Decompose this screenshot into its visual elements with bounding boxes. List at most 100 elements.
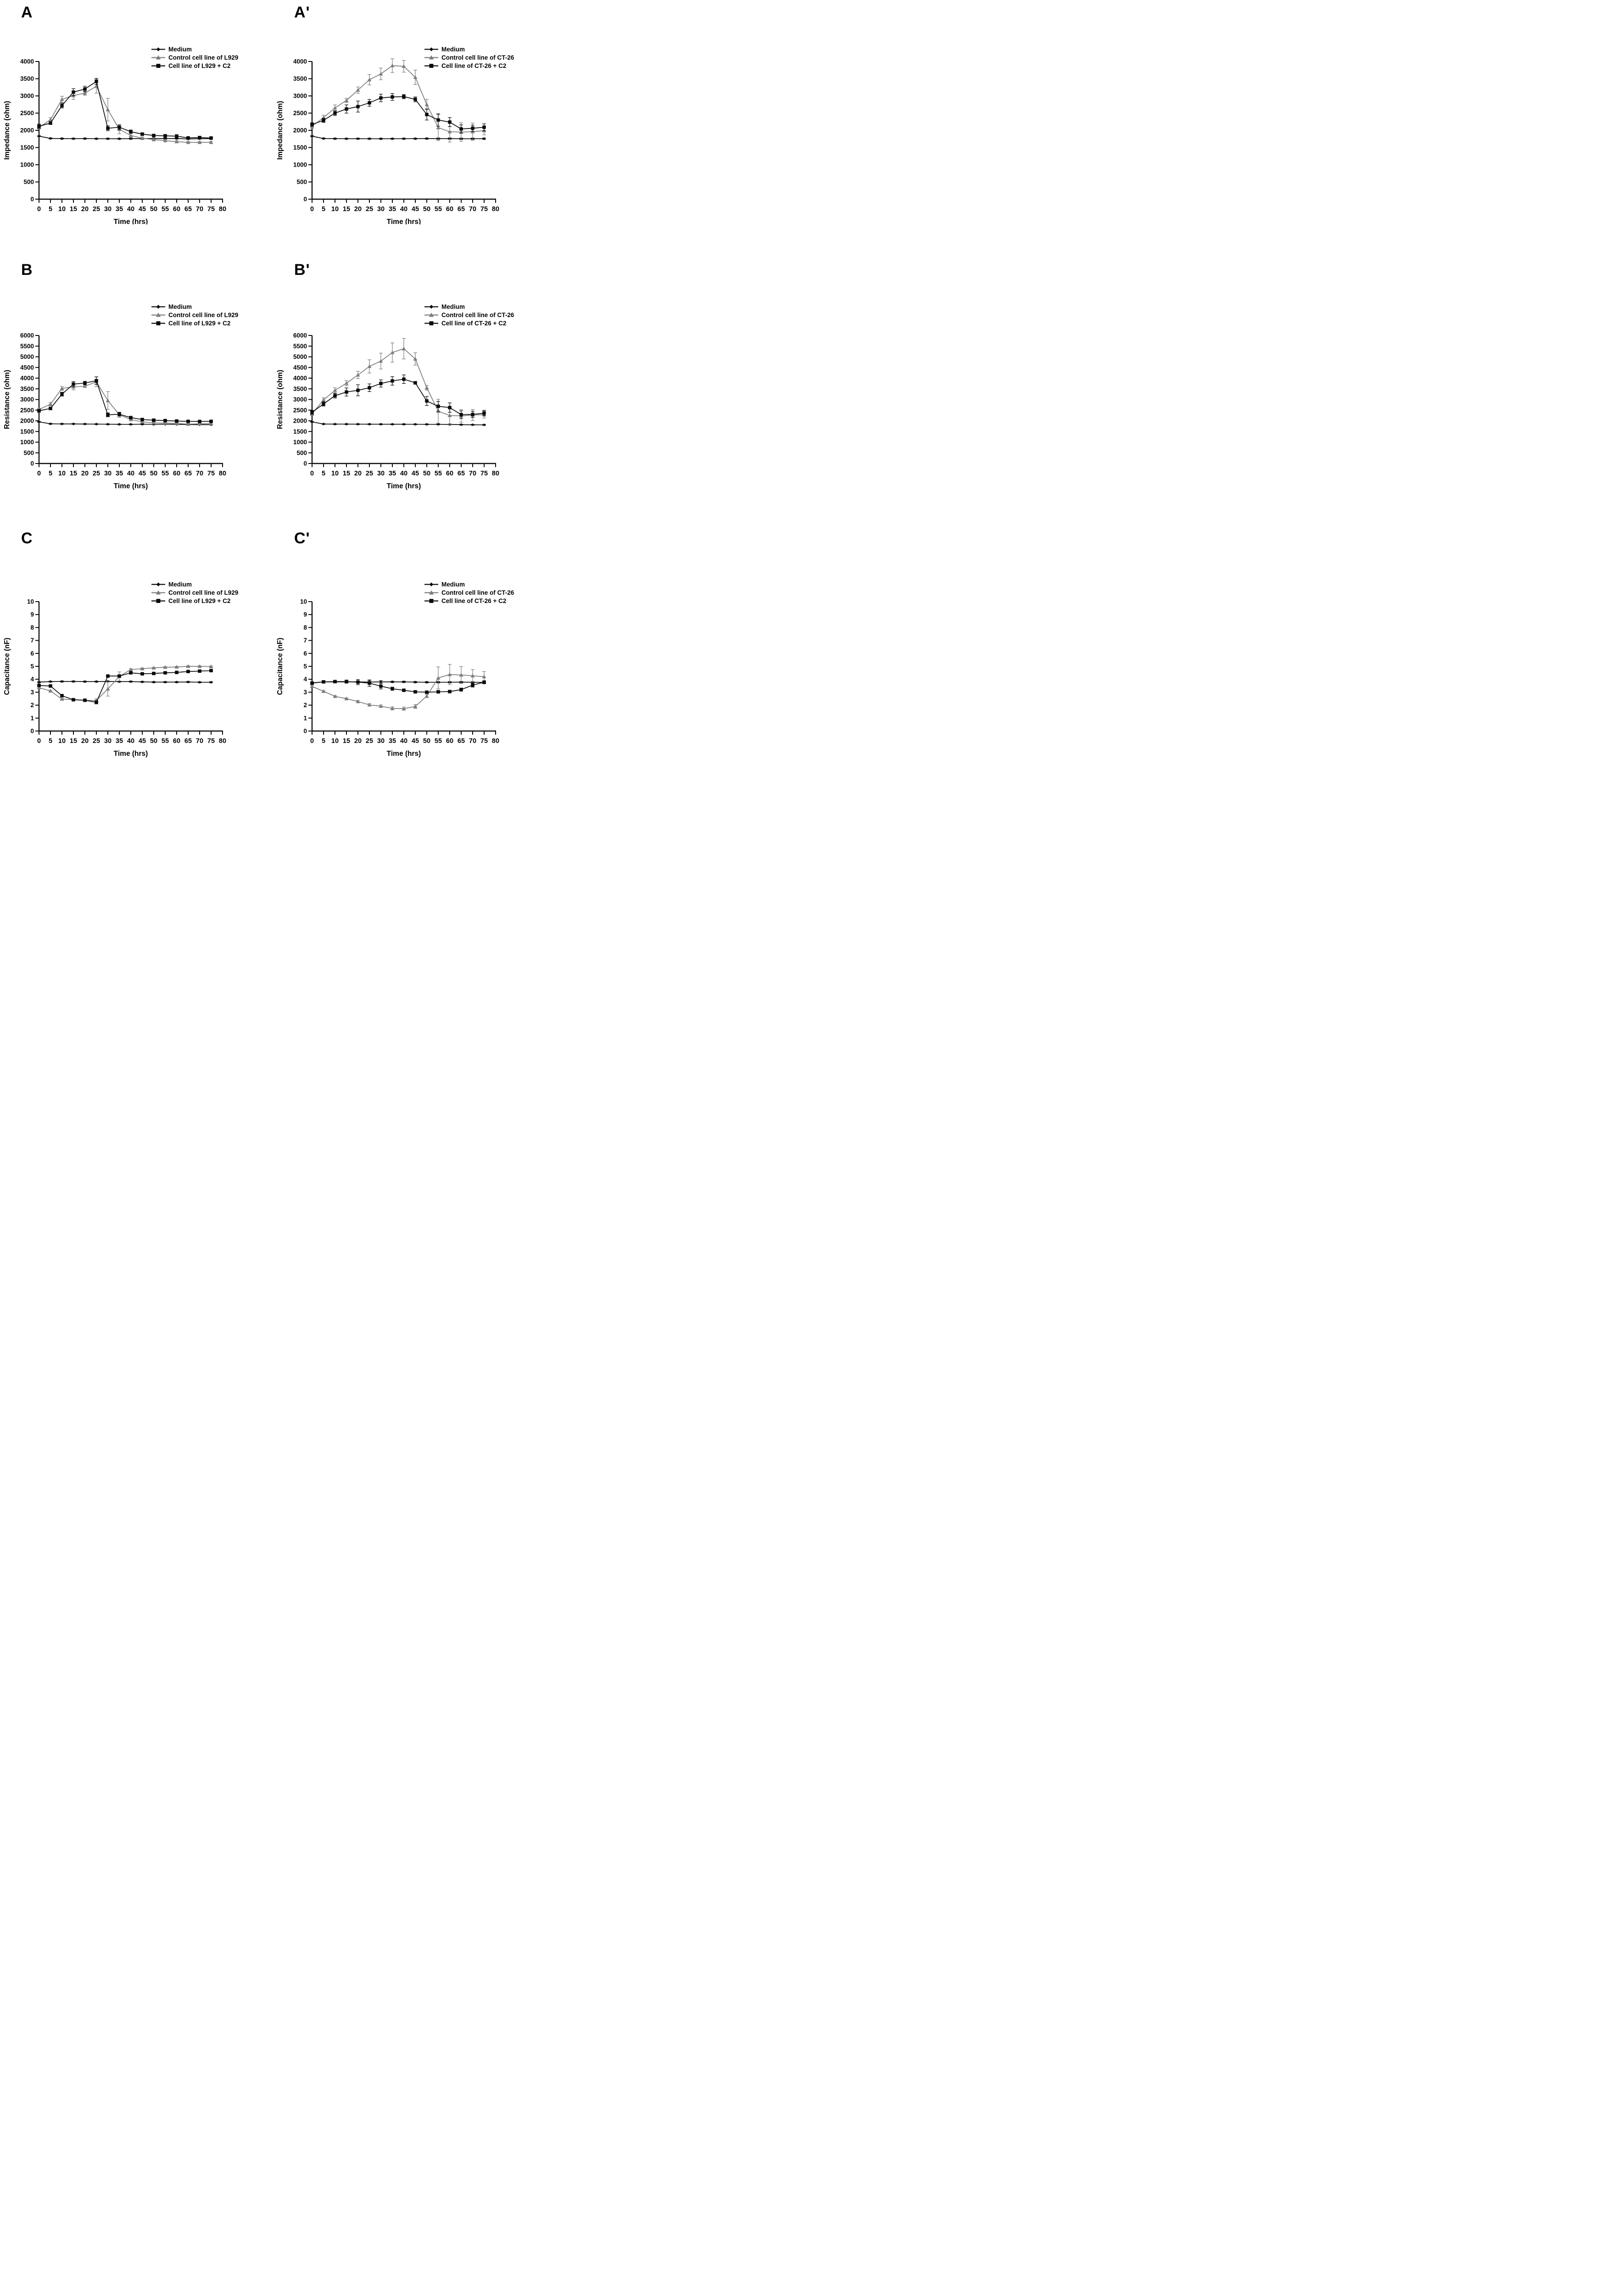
x-tick-label: 30 (377, 737, 385, 745)
square-legend-icon (151, 598, 165, 603)
diamond-marker (429, 47, 434, 51)
square-marker (436, 690, 440, 694)
x-tick-label: 40 (127, 470, 134, 477)
diamond-marker (140, 680, 144, 684)
y-tick-label: 10 (27, 598, 34, 605)
square-marker (129, 671, 133, 675)
x-tick-label: 35 (116, 470, 123, 477)
x-tick-label: 75 (207, 737, 215, 745)
square-marker (209, 136, 213, 140)
x-tick-label: 25 (93, 470, 100, 477)
x-tick-label: 50 (150, 206, 157, 213)
square-legend-icon (151, 63, 165, 68)
square-marker (152, 418, 156, 422)
square-marker (356, 680, 360, 684)
square-marker (117, 674, 121, 678)
y-tick-label: 2 (303, 702, 307, 709)
triangle-marker (140, 136, 145, 140)
x-tick-label: 75 (480, 470, 488, 477)
legend-label: Control cell line of L929 (168, 589, 239, 596)
x-tick-label: 15 (343, 737, 350, 745)
diamond-marker (60, 680, 64, 683)
x-tick-label: 75 (207, 470, 215, 477)
panel-label-A: A (21, 4, 33, 21)
triangle-marker (156, 55, 161, 60)
x-tick-label: 40 (400, 737, 407, 745)
square-marker (95, 700, 98, 704)
series-square (37, 669, 213, 704)
x-tick-label: 5 (322, 737, 325, 745)
legend-label: Cell line of L929 + C2 (168, 597, 231, 604)
y-tick-label: 0 (30, 460, 34, 467)
square-marker (482, 411, 486, 415)
x-tick-label: 70 (196, 470, 203, 477)
triangle-legend-icon (424, 55, 438, 60)
triangle-marker (356, 699, 360, 704)
square-marker (333, 394, 337, 397)
square-marker (198, 136, 201, 140)
diamond-marker (429, 304, 434, 309)
y-axis-title: Impedance (ohm) (276, 101, 284, 160)
square-marker (379, 684, 383, 688)
diamond-marker (356, 137, 360, 140)
square-marker (117, 125, 121, 129)
square-marker (448, 690, 452, 693)
square-marker (198, 419, 201, 424)
diamond-marker (425, 137, 429, 140)
diamond-legend-icon (424, 304, 438, 309)
x-tick-label: 60 (173, 737, 180, 745)
legend-item: Control cell line of L929 (151, 588, 238, 597)
x-tick-label: 65 (184, 470, 192, 477)
x-tick-label: 35 (389, 206, 396, 213)
panel-label-C: C (21, 530, 33, 547)
y-tick-label: 500 (23, 449, 34, 456)
x-tick-label: 10 (58, 470, 66, 477)
diamond-legend-icon (424, 582, 438, 586)
diamond-marker (402, 423, 406, 426)
square-marker (163, 671, 167, 675)
square-marker (140, 672, 144, 676)
series-triangle (37, 376, 213, 426)
series-line (312, 681, 485, 683)
y-tick-label: 2500 (293, 110, 307, 117)
legend-item: Cell line of CT-26 + C2 (424, 319, 514, 327)
x-tick-label: 10 (58, 737, 66, 745)
square-marker (402, 688, 406, 692)
legend-label: Control cell line of L929 (168, 54, 239, 61)
x-tick-label: 0 (310, 470, 314, 477)
square-marker (322, 118, 325, 122)
legend-item: Cell line of CT-26 + C2 (424, 61, 514, 70)
diamond-marker (413, 137, 417, 140)
square-marker (156, 321, 161, 325)
triangle-marker (60, 97, 64, 101)
square-marker (368, 386, 371, 390)
y-tick-label: 1500 (20, 144, 34, 151)
diamond-marker (95, 680, 98, 683)
square-marker (186, 670, 190, 673)
line-chart-B: 0500100015002000250030003500400045005000… (3, 332, 226, 491)
square-marker (156, 63, 161, 68)
y-tick-label: 2000 (293, 127, 307, 134)
series-triangle (310, 664, 486, 711)
series-line (312, 681, 485, 693)
triangle-marker (83, 384, 87, 388)
triangle-marker (470, 674, 475, 678)
legend-item: Medium (424, 45, 514, 53)
x-tick-label: 20 (81, 470, 89, 477)
diamond-marker (402, 137, 406, 140)
y-tick-label: 1500 (293, 428, 307, 435)
x-tick-label: 80 (492, 206, 499, 213)
square-marker (459, 127, 463, 131)
panel-label-C-prime: C' (294, 530, 310, 547)
x-tick-label: 5 (322, 470, 325, 477)
triangle-marker (447, 413, 452, 417)
triangle-marker (140, 666, 145, 670)
x-tick-label: 50 (423, 470, 430, 477)
square-marker (49, 684, 52, 688)
x-tick-label: 5 (49, 470, 52, 477)
x-tick-label: 55 (162, 737, 169, 745)
triangle-marker (151, 420, 156, 424)
y-tick-label: 500 (296, 179, 307, 185)
x-tick-label: 60 (446, 470, 453, 477)
triangle-marker (390, 706, 395, 710)
